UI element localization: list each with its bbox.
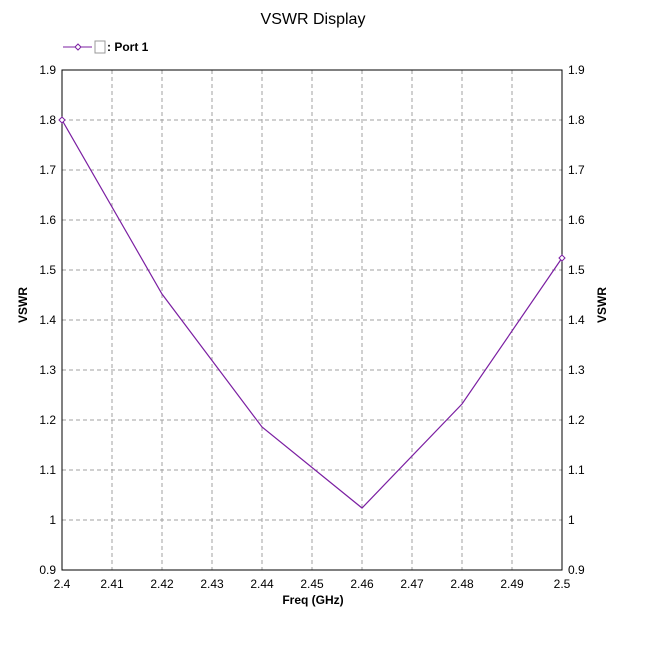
- x-tick-label: 2.46: [350, 577, 374, 591]
- x-tick-label: 2.45: [300, 577, 324, 591]
- x-tick-label: 2.49: [500, 577, 524, 591]
- legend: : Port 1: [63, 40, 149, 54]
- y-tick-label-right: 1.4: [568, 313, 585, 327]
- x-tick-label: 2.48: [450, 577, 474, 591]
- y-tick-label: 1.5: [39, 263, 56, 277]
- y-tick-label-right: 1.7: [568, 163, 585, 177]
- y-tick-label-right: 1.3: [568, 363, 585, 377]
- y-tick-label: 1.6: [39, 213, 56, 227]
- y-tick-label-right: 1: [568, 513, 575, 527]
- x-tick-label: 2.41: [100, 577, 124, 591]
- y-axis-label-right: VSWR: [595, 287, 609, 323]
- y-axis-label: VSWR: [16, 287, 30, 323]
- y-tick-label-right: 1.1: [568, 463, 585, 477]
- x-tick-label: 2.42: [150, 577, 174, 591]
- y-tick-label-right: 1.8: [568, 113, 585, 127]
- y-tick-label: 1.4: [39, 313, 56, 327]
- chart-title: VSWR Display: [261, 11, 366, 28]
- x-tick-label: 2.43: [200, 577, 224, 591]
- y-tick-label: 1.1: [39, 463, 56, 477]
- y-tick-label: 1: [49, 513, 56, 527]
- x-axis-label: Freq (GHz): [282, 593, 343, 607]
- x-tick-label: 2.5: [554, 577, 571, 591]
- legend-checkbox[interactable]: [94, 40, 106, 54]
- legend-label: : Port 1: [107, 40, 149, 54]
- legend-marker-icon: [74, 43, 82, 51]
- x-tick-label: 2.44: [250, 577, 274, 591]
- y-tick-label: 1.9: [39, 63, 56, 77]
- y-tick-label: 1.3: [39, 363, 56, 377]
- y-tick-label: 1.8: [39, 113, 56, 127]
- y-tick-label: 0.9: [39, 563, 56, 577]
- y-tick-label-right: 1.5: [568, 263, 585, 277]
- plot-frame: [61, 69, 563, 571]
- series-line-port-1: [61, 119, 563, 509]
- x-tick-label: 2.4: [54, 577, 71, 591]
- data-point-marker: [58, 116, 66, 124]
- y-tick-label-right: 1.6: [568, 213, 585, 227]
- y-tick-label-right: 0.9: [568, 563, 585, 577]
- y-tick-label: 1.7: [39, 163, 56, 177]
- data-point-marker: [558, 254, 566, 262]
- x-tick-label: 2.47: [400, 577, 424, 591]
- y-tick-label-right: 1.2: [568, 413, 585, 427]
- y-tick-label: 1.2: [39, 413, 56, 427]
- y-tick-label-right: 1.9: [568, 63, 585, 77]
